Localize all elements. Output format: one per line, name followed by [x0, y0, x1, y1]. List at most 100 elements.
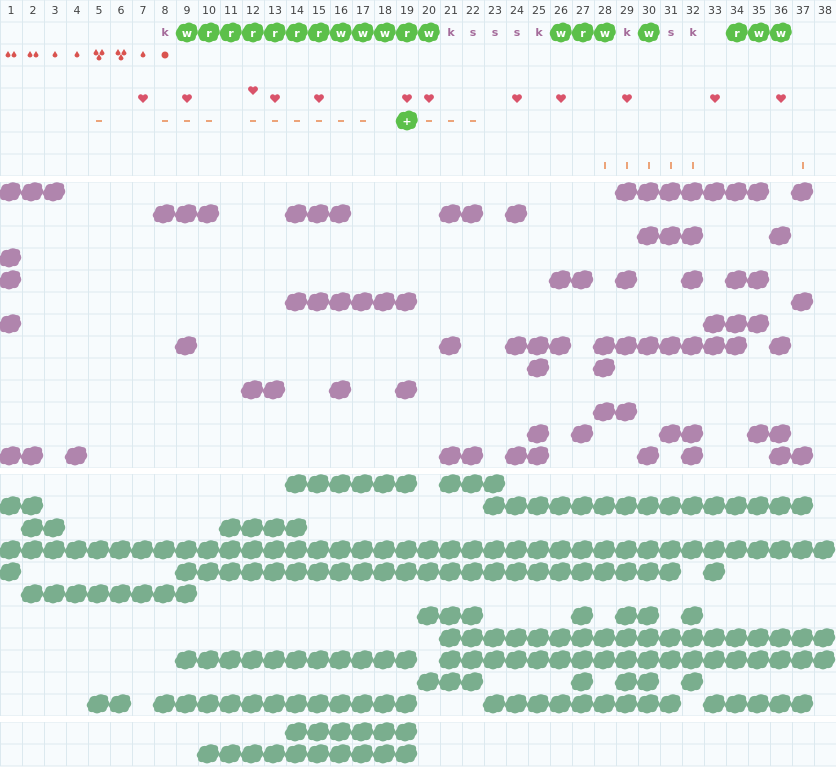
blob — [174, 336, 198, 356]
blob — [592, 694, 616, 714]
blob — [592, 402, 616, 422]
blob — [460, 446, 484, 466]
column-number: 36 — [774, 4, 788, 17]
column-number: 16 — [334, 4, 348, 17]
blob — [438, 628, 462, 648]
drop — [27, 51, 33, 58]
blob — [394, 744, 418, 764]
blob — [438, 446, 462, 466]
blob — [372, 722, 396, 742]
blob — [108, 584, 132, 604]
blob — [372, 744, 396, 764]
blob — [680, 496, 704, 516]
blob — [658, 182, 682, 202]
blob — [614, 650, 638, 670]
heart — [270, 94, 280, 103]
drop — [33, 51, 39, 58]
blob — [0, 314, 22, 334]
blob — [482, 628, 506, 648]
blob — [196, 204, 220, 224]
blob — [42, 182, 66, 202]
heart — [402, 94, 412, 103]
blob — [680, 446, 704, 466]
blob — [702, 336, 726, 356]
blob — [460, 628, 484, 648]
marker-letter: r — [316, 27, 322, 40]
drop — [5, 51, 11, 58]
blob — [328, 694, 352, 714]
blob — [702, 694, 726, 714]
blob — [746, 496, 770, 516]
blob — [680, 628, 704, 648]
blob — [0, 248, 22, 268]
blob — [680, 424, 704, 444]
badge — [725, 22, 748, 43]
marker-letter: r — [206, 27, 212, 40]
marker-letter: r — [272, 27, 278, 40]
blob — [570, 562, 594, 582]
column-number: 31 — [664, 4, 678, 17]
blob — [724, 650, 748, 670]
column-number: 11 — [224, 4, 238, 17]
blob — [438, 562, 462, 582]
blob — [350, 292, 374, 312]
badge — [593, 22, 616, 43]
column-number: 6 — [118, 4, 125, 17]
blob — [328, 292, 352, 312]
blob — [614, 402, 638, 422]
blob — [504, 204, 528, 224]
blob — [482, 650, 506, 670]
blob — [460, 672, 484, 692]
blob — [174, 204, 198, 224]
column-number: 30 — [642, 4, 656, 17]
blob — [460, 562, 484, 582]
blob — [768, 336, 792, 356]
separator — [0, 716, 836, 722]
blob — [152, 540, 176, 560]
blob — [702, 650, 726, 670]
marker-letter: r — [404, 27, 410, 40]
blob — [438, 540, 462, 560]
marker-letter: s — [470, 26, 477, 39]
blob — [372, 694, 396, 714]
blob — [218, 744, 242, 764]
blob — [262, 694, 286, 714]
badge — [373, 22, 396, 43]
blob — [438, 606, 462, 626]
column-number: 8 — [162, 4, 169, 17]
marker-letter: k — [535, 26, 543, 39]
blob — [240, 380, 264, 400]
column-number: 13 — [268, 4, 282, 17]
column-number: 20 — [422, 4, 436, 17]
blob — [0, 446, 22, 466]
badge — [175, 22, 198, 43]
blob — [394, 650, 418, 670]
blob — [658, 424, 682, 444]
blob — [328, 474, 352, 494]
blob — [438, 204, 462, 224]
blob — [526, 694, 550, 714]
blob — [328, 540, 352, 560]
blob — [130, 584, 154, 604]
blob — [328, 744, 352, 764]
blob — [284, 204, 308, 224]
blob — [680, 336, 704, 356]
blob — [306, 744, 330, 764]
column-number: 26 — [554, 4, 568, 17]
blob — [306, 694, 330, 714]
column-number: 9 — [184, 4, 191, 17]
blob — [460, 474, 484, 494]
column-number: 38 — [818, 4, 832, 17]
blob — [284, 474, 308, 494]
blob — [350, 474, 374, 494]
marker-letter: s — [492, 26, 499, 39]
blob — [372, 562, 396, 582]
blob — [284, 540, 308, 560]
blob — [372, 650, 396, 670]
blob — [416, 540, 440, 560]
blob — [548, 270, 572, 290]
blob — [86, 540, 110, 560]
blob — [680, 540, 704, 560]
blob — [570, 672, 594, 692]
marker-letter: w — [336, 27, 346, 40]
